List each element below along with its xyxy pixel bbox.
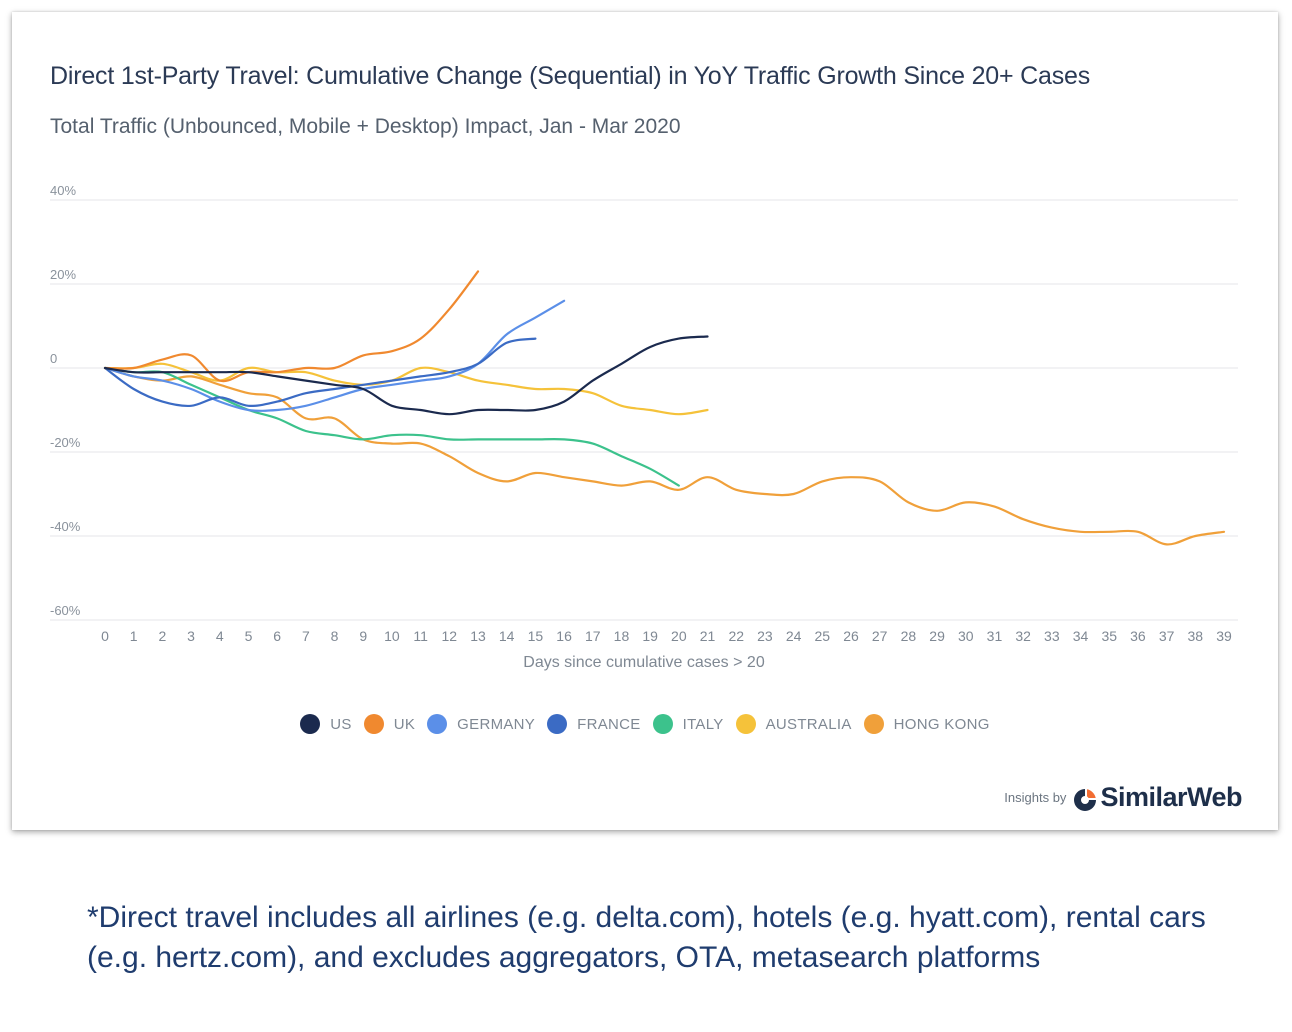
similarweb-logo-icon	[1074, 789, 1097, 811]
x-tick-label: 29	[929, 628, 945, 644]
legend-label: US	[330, 715, 352, 733]
legend-dot-icon	[427, 714, 448, 734]
legend-item-uk: UK	[363, 714, 416, 734]
x-tick-label: 0	[101, 628, 109, 644]
x-tick-label: 35	[1101, 628, 1117, 644]
x-tick-label: 20	[671, 628, 687, 644]
x-tick-label: 9	[359, 628, 367, 644]
x-tick-label: 24	[786, 628, 802, 644]
legend-item-us: US	[300, 714, 351, 734]
legend-item-italy: ITALY	[652, 714, 724, 734]
legend-label: FRANCE	[577, 715, 641, 733]
x-tick-label: 33	[1044, 628, 1060, 644]
gridlines	[50, 199, 1238, 621]
x-tick-label: 1	[130, 628, 138, 644]
x-tick-label: 30	[958, 628, 974, 644]
series-line-italy	[103, 366, 680, 487]
y-tick-label: -40%	[50, 519, 81, 534]
x-tick-label: 27	[872, 628, 888, 644]
x-tick-label: 11	[413, 628, 428, 644]
legend-label: UK	[393, 715, 416, 733]
brand-name: SimilarWeb	[1100, 782, 1242, 812]
x-tick-label: 21	[700, 628, 716, 644]
series-line-uk	[103, 270, 480, 383]
x-tick-label: 5	[245, 628, 253, 644]
x-axis-label: Days since cumulative cases > 20	[523, 654, 765, 671]
line-chart: 40%20%0-20%-40%-60% 0 1 2 3 4 5 6 7 8 9 10 11 12 13 14…	[50, 183, 1238, 671]
legend-dot-icon	[363, 714, 384, 734]
x-tick-labels: 0 1 2 3 4 5 6 7 8 9 10 11 12 13 14 15 16 17 18 19 20 21 22 23 24…	[101, 628, 1232, 644]
legend-label: HONG KONG	[893, 715, 990, 733]
legend-label: GERMANY	[457, 715, 536, 733]
x-tick-label: 10	[384, 628, 400, 644]
legend-dot-icon	[652, 714, 673, 734]
y-tick-label: 0	[50, 351, 57, 366]
y-tick-label: 40%	[50, 183, 76, 198]
footnote: *Direct travel includes all airlines (e.…	[87, 901, 1206, 974]
x-tick-label: 26	[843, 628, 859, 644]
y-tick-labels: 40% 20% 0 -20% -40% -60%	[50, 183, 81, 618]
x-tick-label: 7	[302, 628, 310, 644]
legend-label: AUSTRALIA	[765, 715, 852, 733]
x-tick-label: 34	[1073, 628, 1089, 644]
x-tick-label: 3	[187, 628, 195, 644]
legend-dot-icon	[547, 714, 568, 734]
x-tick-label: 22	[728, 628, 744, 644]
brand-mark: Insights by SimilarWeb	[1004, 782, 1242, 813]
series-lines	[103, 270, 1226, 546]
x-tick-label: 15	[528, 628, 544, 644]
x-tick-label: 13	[470, 628, 486, 644]
x-tick-label: 2	[158, 628, 166, 644]
x-tick-label: 36	[1130, 628, 1146, 644]
x-tick-label: 28	[901, 628, 917, 644]
brand-prefix: Insights by	[1004, 790, 1067, 805]
x-tick-label: 39	[1216, 628, 1232, 644]
x-tick-label: 6	[273, 628, 281, 644]
y-tick-label: -60%	[50, 603, 81, 618]
legend-dot-icon	[300, 714, 321, 734]
legend-item-australia: AUSTRALIA	[735, 714, 852, 734]
x-tick-label: 32	[1015, 628, 1031, 644]
legend-label: ITALY	[682, 715, 724, 733]
chart-subtitle: Total Traffic (Unbounced, Mobile + Deskt…	[50, 115, 681, 138]
legend-item-hong-kong: HONG KONG	[863, 714, 990, 734]
x-tick-label: 18	[614, 628, 630, 644]
legend-item-germany: GERMANY	[427, 714, 535, 734]
legend: US UK GERMANY FRANCE ITALY AUSTRALIA HONG KONG	[12, 714, 1278, 734]
x-tick-label: 4	[216, 628, 224, 644]
series-line-hong-kong	[103, 366, 1226, 546]
x-tick-label: 8	[331, 628, 339, 644]
chart-card: Direct 1st-Party Travel: Cumulative Chan…	[12, 12, 1278, 830]
x-tick-label: 31	[987, 628, 1003, 644]
x-tick-label: 17	[585, 628, 601, 644]
legend-item-france: FRANCE	[547, 714, 640, 734]
x-tick-label: 14	[499, 628, 515, 644]
legend-dot-icon	[863, 714, 884, 734]
chart-title: Direct 1st-Party Travel: Cumulative Chan…	[50, 62, 1091, 90]
y-tick-label: -20%	[50, 435, 81, 450]
series-line-us	[103, 335, 709, 416]
series-line-germany	[103, 299, 566, 412]
legend-dot-icon	[735, 714, 756, 734]
x-tick-label: 19	[642, 628, 658, 644]
x-tick-label: 12	[442, 628, 458, 644]
x-tick-label: 16	[556, 628, 572, 644]
x-tick-label: 23	[757, 628, 773, 644]
x-tick-label: 38	[1188, 628, 1204, 644]
series-line-australia	[103, 362, 709, 416]
series-line-france	[103, 337, 537, 408]
x-tick-label: 37	[1159, 628, 1175, 644]
y-tick-label: 20%	[50, 267, 76, 282]
x-tick-label: 25	[815, 628, 831, 644]
